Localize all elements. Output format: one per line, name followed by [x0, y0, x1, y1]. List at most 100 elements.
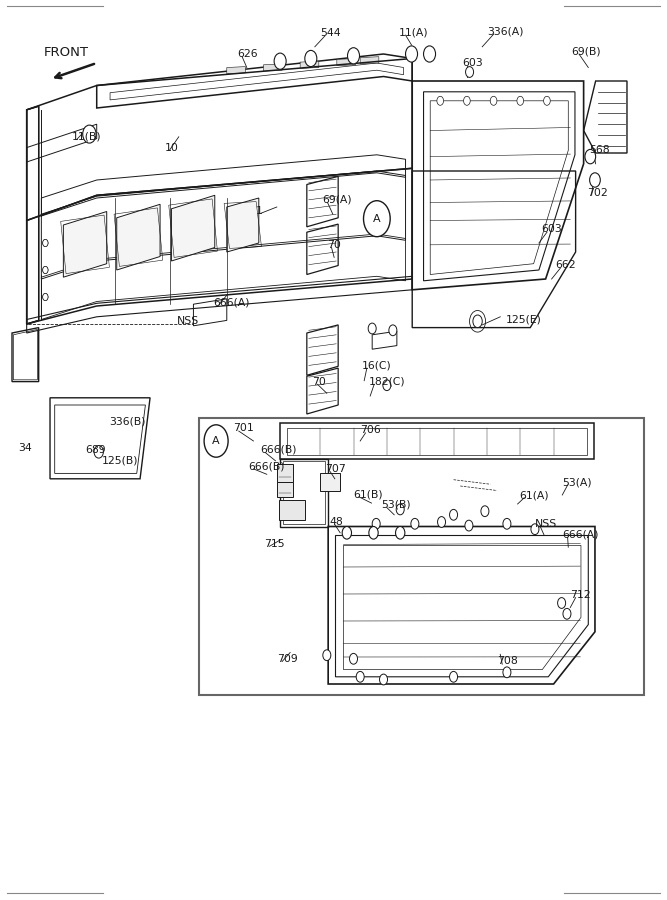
Circle shape — [364, 201, 390, 237]
Circle shape — [43, 239, 48, 247]
Circle shape — [450, 509, 458, 520]
Text: 715: 715 — [264, 538, 285, 549]
Circle shape — [274, 53, 286, 69]
Text: 707: 707 — [325, 464, 346, 474]
Circle shape — [558, 598, 566, 608]
Circle shape — [350, 653, 358, 664]
Text: 702: 702 — [587, 187, 608, 198]
Circle shape — [43, 266, 48, 274]
Polygon shape — [320, 472, 340, 490]
Circle shape — [380, 674, 388, 685]
Text: 336(B): 336(B) — [109, 416, 145, 427]
Text: 61(A): 61(A) — [519, 490, 548, 500]
Text: 662: 662 — [555, 260, 576, 271]
Circle shape — [368, 323, 376, 334]
Text: 709: 709 — [277, 653, 297, 664]
Text: 11(B): 11(B) — [71, 131, 101, 142]
Circle shape — [43, 293, 48, 301]
Circle shape — [348, 48, 360, 64]
Polygon shape — [117, 204, 160, 270]
Circle shape — [437, 96, 444, 105]
Circle shape — [396, 526, 405, 539]
Text: 336(A): 336(A) — [487, 26, 524, 37]
Text: FRONT: FRONT — [43, 46, 88, 58]
Circle shape — [503, 667, 511, 678]
Text: 182(C): 182(C) — [369, 376, 406, 387]
Circle shape — [531, 524, 539, 535]
Text: 666(A): 666(A) — [213, 297, 250, 308]
Circle shape — [369, 526, 378, 539]
Text: 70: 70 — [312, 376, 326, 387]
Text: 10: 10 — [165, 142, 179, 153]
Circle shape — [450, 671, 458, 682]
Circle shape — [356, 671, 364, 682]
Circle shape — [503, 518, 511, 529]
Circle shape — [411, 518, 419, 529]
Circle shape — [342, 526, 352, 539]
Polygon shape — [360, 57, 379, 64]
Text: 69(A): 69(A) — [322, 194, 352, 205]
Text: 16(C): 16(C) — [362, 360, 392, 371]
Circle shape — [396, 504, 404, 515]
Polygon shape — [300, 61, 319, 68]
Circle shape — [406, 46, 418, 62]
Text: 69(B): 69(B) — [572, 46, 601, 57]
Circle shape — [563, 608, 571, 619]
Polygon shape — [277, 482, 293, 497]
Polygon shape — [277, 464, 293, 482]
Circle shape — [481, 506, 489, 517]
Circle shape — [43, 239, 48, 247]
Circle shape — [517, 96, 524, 105]
Circle shape — [389, 325, 397, 336]
Text: 53(A): 53(A) — [562, 477, 592, 488]
Polygon shape — [171, 195, 215, 261]
Text: 34: 34 — [19, 443, 33, 454]
Circle shape — [585, 149, 596, 164]
Circle shape — [43, 293, 48, 301]
Text: 708: 708 — [497, 656, 518, 667]
Text: 603: 603 — [462, 58, 483, 68]
Circle shape — [94, 446, 103, 458]
Text: 53(B): 53(B) — [382, 500, 411, 510]
Text: 1: 1 — [256, 205, 263, 216]
Text: 61(B): 61(B) — [354, 489, 383, 500]
Text: 666(B): 666(B) — [260, 445, 297, 455]
Text: 48: 48 — [329, 517, 344, 527]
Polygon shape — [227, 67, 245, 74]
Text: 125(E): 125(E) — [506, 314, 542, 325]
Circle shape — [43, 266, 48, 274]
Text: 70: 70 — [327, 239, 341, 250]
Text: 666(B): 666(B) — [248, 461, 285, 472]
Circle shape — [424, 46, 436, 62]
Circle shape — [544, 96, 550, 105]
Text: 626: 626 — [237, 49, 257, 59]
Polygon shape — [337, 58, 356, 66]
Text: 544: 544 — [320, 28, 341, 39]
Polygon shape — [63, 212, 107, 277]
Text: 701: 701 — [233, 423, 254, 434]
Circle shape — [204, 425, 228, 457]
Text: NSS: NSS — [535, 518, 557, 529]
Circle shape — [383, 380, 391, 391]
Text: 603: 603 — [542, 224, 562, 235]
Circle shape — [323, 650, 331, 661]
Circle shape — [490, 96, 497, 105]
Text: A: A — [373, 213, 381, 224]
Text: 666(A): 666(A) — [562, 529, 599, 540]
Circle shape — [305, 50, 317, 67]
Text: 11(A): 11(A) — [399, 27, 428, 38]
Text: A: A — [212, 436, 220, 446]
Text: NSS: NSS — [177, 316, 199, 327]
Circle shape — [466, 67, 474, 77]
Polygon shape — [227, 198, 259, 252]
Bar — [199, 418, 644, 695]
Circle shape — [372, 518, 380, 529]
Polygon shape — [263, 64, 282, 71]
Text: 568: 568 — [589, 145, 610, 156]
Text: 125(B): 125(B) — [102, 455, 139, 466]
Text: 706: 706 — [360, 425, 381, 436]
Circle shape — [464, 96, 470, 105]
Circle shape — [465, 520, 473, 531]
Circle shape — [590, 173, 600, 187]
Polygon shape — [279, 500, 305, 520]
